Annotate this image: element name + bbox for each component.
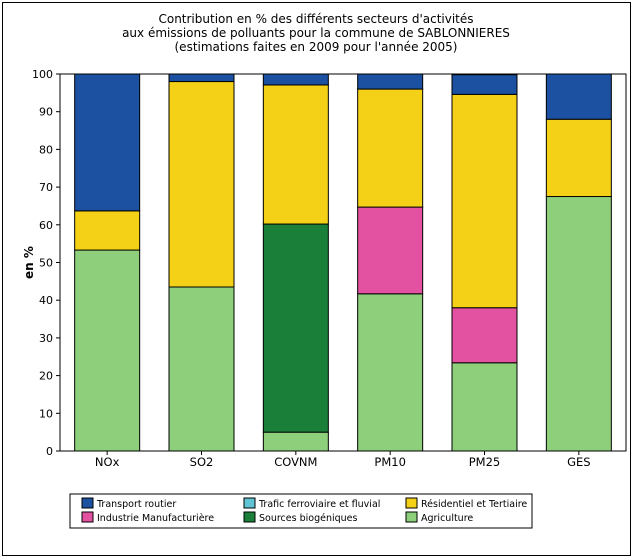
legend-label: Transport routier — [96, 499, 176, 510]
x-tick-label: PM25 — [469, 455, 501, 469]
axes: 0 10 20 30 40 50 60 70 80 90 100 en % — [22, 68, 627, 458]
x-tick-label: GES — [567, 455, 590, 469]
y-axis-label: en % — [22, 246, 36, 279]
y-tick-label: 60 — [39, 219, 53, 232]
y-tick-label: 50 — [39, 257, 53, 270]
bar-segment — [74, 249, 141, 452]
x-tick-label: NOx — [95, 455, 120, 469]
legend-swatch — [405, 511, 418, 523]
y-tick-label: 100 — [32, 68, 53, 81]
bar-segment — [451, 74, 518, 95]
bar-segment — [168, 81, 235, 288]
y-tick-label: 90 — [39, 106, 53, 119]
bar-segment — [451, 93, 518, 309]
bar-segment — [357, 293, 424, 452]
bar-segment — [357, 88, 424, 208]
chart-title: Contribution en % des différents secteur… — [122, 12, 510, 54]
bar-segment — [262, 73, 329, 86]
bar-segment — [545, 73, 612, 120]
bar-segment — [357, 73, 424, 90]
bar-segment — [451, 362, 518, 452]
y-tick-label: 20 — [39, 370, 53, 383]
y-tick-label: 0 — [46, 445, 53, 458]
y-tick-label: 80 — [39, 143, 53, 156]
bar-segment — [168, 73, 235, 83]
legend-label: Industrie Manufacturière — [97, 513, 214, 524]
bar-segment — [262, 431, 329, 452]
bar-segment — [168, 286, 235, 452]
bar-segment — [545, 196, 612, 452]
bar-segment — [545, 118, 612, 198]
x-tick-label: PM10 — [374, 455, 406, 469]
legend-box — [69, 493, 533, 529]
bar-segment — [262, 223, 329, 433]
legend-swatch — [405, 497, 418, 509]
chart-title-line: Contribution en % des différents secteur… — [158, 12, 473, 26]
legend-label: Sources biogéniques — [259, 513, 358, 524]
bars: NOx SO2 COVNM PM10 PM25 GES — [74, 73, 612, 469]
y-tick-label: 40 — [39, 294, 53, 307]
y-tick-label: 10 — [39, 407, 53, 420]
bar-segment — [74, 210, 141, 251]
legend-label: Agriculture — [421, 513, 473, 524]
y-tick-label: 30 — [39, 332, 53, 345]
bar-segment — [262, 84, 329, 225]
chart-title-line: aux émissions de polluants pour la commu… — [122, 26, 510, 40]
bar-segment — [451, 307, 518, 364]
legend-swatch — [243, 511, 256, 523]
plot-border — [59, 73, 627, 452]
x-tick-label: COVNM — [274, 455, 317, 469]
chart-title-line: (estimations faites en 2009 pour l'année… — [175, 40, 458, 54]
x-tick-label: SO2 — [190, 455, 214, 469]
legend-swatch — [243, 497, 256, 509]
bar-segment — [357, 206, 424, 295]
legend-label: Trafic ferroviaire et fluvial — [258, 499, 380, 510]
bar-segment — [74, 73, 141, 212]
legend: Transport routier Trafic ferroviaire et f… — [69, 493, 533, 529]
legend-swatch — [81, 511, 94, 523]
legend-label: Résidentiel et Tertiaire — [421, 499, 527, 510]
legend-swatch — [81, 497, 94, 509]
y-tick-label: 70 — [39, 181, 53, 194]
